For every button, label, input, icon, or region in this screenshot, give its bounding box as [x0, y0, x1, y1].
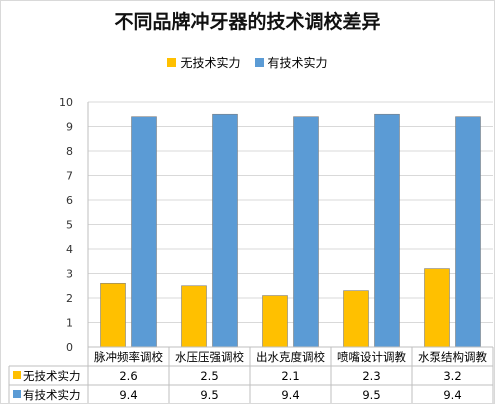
bar-series-1: [343, 290, 369, 348]
table-cell-value: 3.2: [443, 369, 461, 383]
table-cell-value: 9.4: [281, 388, 299, 402]
bar-series-2: [455, 116, 481, 348]
legend-swatch-series-2: [254, 58, 264, 67]
legend-label-series-2: 有技术实力: [267, 56, 328, 70]
y-tick-label: 8: [66, 145, 73, 158]
bar-series-1: [262, 295, 288, 348]
category-label: 出水克度调校: [256, 350, 325, 364]
table-cell-value: 2.1: [281, 369, 299, 383]
y-tick-label: 10: [59, 96, 73, 109]
bar-series-2: [131, 116, 157, 348]
legend: 无技术实力 有技术实力: [1, 54, 494, 71]
table-swatch-series-2: [13, 390, 21, 398]
table-cell-value: 9.4: [119, 388, 137, 402]
bar-series-2: [374, 113, 400, 348]
y-tick-label: 2: [66, 292, 73, 305]
y-tick-label: 6: [66, 194, 73, 207]
table-cell-value: 9.5: [200, 388, 218, 402]
y-tick-label: 0: [66, 341, 73, 354]
y-tick-label: 4: [66, 243, 73, 256]
legend-swatch-series-1: [167, 58, 177, 67]
y-tick-label: 9: [66, 121, 73, 134]
table-row-label: 有技术实力: [23, 388, 81, 402]
chart-title: 不同品牌冲牙器的技术调校差异: [114, 11, 381, 33]
bar-series-1: [100, 282, 126, 348]
y-tick-label: 7: [66, 170, 73, 183]
table-cell-value: 2.6: [119, 369, 137, 383]
bar-series-1: [181, 285, 207, 348]
legend-entry-series-2: 有技术实力: [254, 54, 328, 71]
table-cell-value: 9.4: [443, 388, 461, 402]
y-tick-label: 1: [66, 317, 73, 330]
legend-label-series-1: 无技术实力: [180, 56, 241, 70]
table-cell-value: 9.5: [362, 388, 380, 402]
table-cell-value: 2.3: [362, 369, 380, 383]
y-tick-label: 3: [66, 268, 73, 281]
bar-series-1: [424, 268, 450, 348]
table-cell-value: 2.5: [200, 369, 218, 383]
bar-series-2: [212, 113, 238, 348]
y-tick-label: 5: [66, 219, 73, 232]
table-row-label: 无技术实力: [23, 369, 81, 383]
legend-entry-series-1: 无技术实力: [167, 54, 241, 71]
category-label: 水泵结构调教: [418, 350, 487, 364]
category-label: 脉冲频率调校: [94, 350, 163, 364]
bar-series-2: [293, 116, 319, 348]
category-label: 水压压强调校: [175, 350, 244, 364]
table-swatch-series-1: [13, 371, 21, 379]
category-label: 喷嘴设计调教: [337, 350, 406, 364]
